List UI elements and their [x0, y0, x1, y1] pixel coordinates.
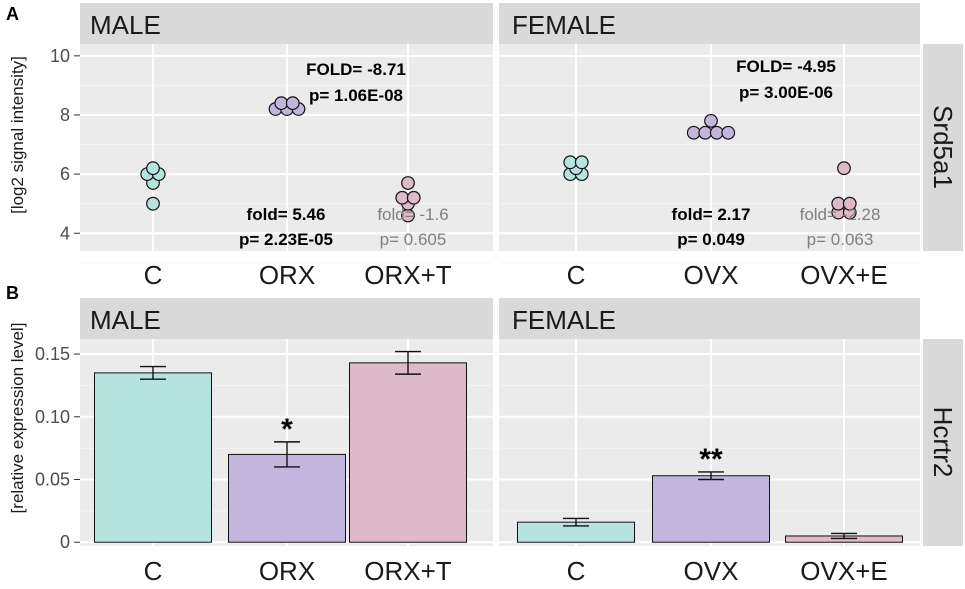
y-ticks-b: 0 0.05 0.10 0.15: [35, 344, 80, 552]
data-point: [146, 161, 160, 176]
data-point: [406, 190, 421, 205]
strip-title-female-a: FEMALE: [512, 10, 616, 40]
strip-title-female-b: FEMALE: [512, 305, 616, 335]
data-point: [721, 125, 736, 140]
gene-label-hcrtr2: Hcrtr2: [928, 407, 958, 478]
bar: [652, 475, 770, 543]
y-tick-label: 4: [60, 223, 70, 243]
gene-label-srd5a1: Srd5a1: [928, 105, 958, 189]
y-tick-label: 8: [60, 105, 70, 125]
data-point: [698, 125, 713, 140]
strip-male-b: [80, 298, 493, 339]
gene-strip-a: [923, 44, 963, 251]
annotation-fold: fold= 5.46: [247, 205, 326, 224]
annotation-pvalue: p= 0.063: [807, 230, 874, 249]
panel-b: MALE FEMALE Hcrtr2 0 0.05 0.10 0.15 C ORX ORX…: [35, 298, 963, 586]
y-tick-label: 10: [50, 46, 70, 66]
x-tick-label: OVX+E: [800, 260, 887, 290]
x-tick-label: C: [567, 260, 586, 290]
annotation-fold: FOLD= -8.71: [306, 60, 406, 79]
strip-male-a: [80, 3, 493, 44]
annotation-pvalue: p= 3.00E-06: [739, 83, 833, 102]
y-tick-label: 0.10: [35, 407, 70, 427]
panel-letter-b: B: [6, 283, 19, 303]
x-tick-label: C: [144, 260, 163, 290]
y-tick-label: 0.05: [35, 470, 70, 490]
strip-title-male-b: MALE: [90, 305, 161, 335]
data-point: [563, 155, 578, 170]
data-point: [709, 125, 724, 140]
x-ticks-a: C ORX ORX+T C OVX OVX+E: [144, 260, 888, 290]
x-tick-label: ORX: [259, 556, 315, 586]
annotation-fold: fold= -1.6: [377, 205, 448, 224]
panel-letter-a: A: [6, 4, 19, 24]
bar: [94, 372, 212, 543]
data-point: [395, 190, 410, 205]
data-point: [274, 96, 289, 111]
gridlines-a: [80, 44, 920, 264]
data-point: [704, 113, 718, 128]
significance-marker: **: [699, 443, 723, 476]
annotation-pvalue: p= 1.06E-08: [309, 86, 403, 105]
x-tick-label: ORX+T: [364, 556, 452, 586]
y-tick-label: 6: [60, 164, 70, 184]
gene-strip-b: [923, 339, 963, 546]
y-axis-title-b: [relative expression level]: [8, 323, 27, 514]
data-point: [285, 96, 300, 111]
strip-female-b: [499, 298, 920, 339]
data-point: [401, 176, 415, 190]
annotation-fold: fold= 2.17: [672, 205, 751, 224]
x-tick-label: ORX: [259, 260, 315, 290]
y-axis-title-a: [log2 signal intensity]: [8, 56, 27, 214]
x-tick-label: ORX+T: [364, 260, 452, 290]
y-tick-label: 0.15: [35, 344, 70, 364]
y-ticks-a: 4 6 8 10: [50, 46, 80, 243]
x-tick-label: OVX+E: [800, 556, 887, 586]
significance-marker: *: [281, 413, 293, 446]
bar: [349, 362, 467, 543]
data-point: [574, 155, 589, 170]
bar: [228, 453, 346, 543]
annotation-fold: fold= -2.28: [800, 205, 881, 224]
annotations-a: FOLD= -8.71 p= 1.06E-08 fold= 5.46 p= 2.23E…: [239, 57, 880, 249]
data-point: [146, 196, 160, 211]
data-point: [837, 161, 851, 176]
x-tick-label: C: [567, 556, 586, 586]
strip-female-a: [499, 3, 920, 44]
points-a: [140, 96, 857, 223]
annotation-pvalue: p= 0.605: [380, 230, 447, 249]
panel-a: MALE FEMALE Srd5a1 4 6 8 10 C ORX ORX+T C OVX OV…: [50, 3, 963, 290]
x-tick-label: OVX: [684, 556, 739, 586]
x-tick-label: C: [144, 556, 163, 586]
bars-b: [94, 350, 903, 543]
strip-title-male-a: MALE: [90, 10, 161, 40]
x-ticks-b: C ORX ORX+T C OVX OVX+E: [144, 556, 888, 586]
data-point: [842, 196, 857, 211]
annotation-fold: FOLD= -4.95: [736, 57, 836, 76]
y-tick-label: 0: [60, 532, 70, 552]
annotation-pvalue: p= 2.23E-05: [239, 230, 333, 249]
annotation-pvalue: p= 0.049: [677, 230, 745, 249]
significance-b: ***: [281, 413, 723, 476]
x-tick-label: OVX: [684, 260, 739, 290]
data-point: [686, 125, 701, 140]
